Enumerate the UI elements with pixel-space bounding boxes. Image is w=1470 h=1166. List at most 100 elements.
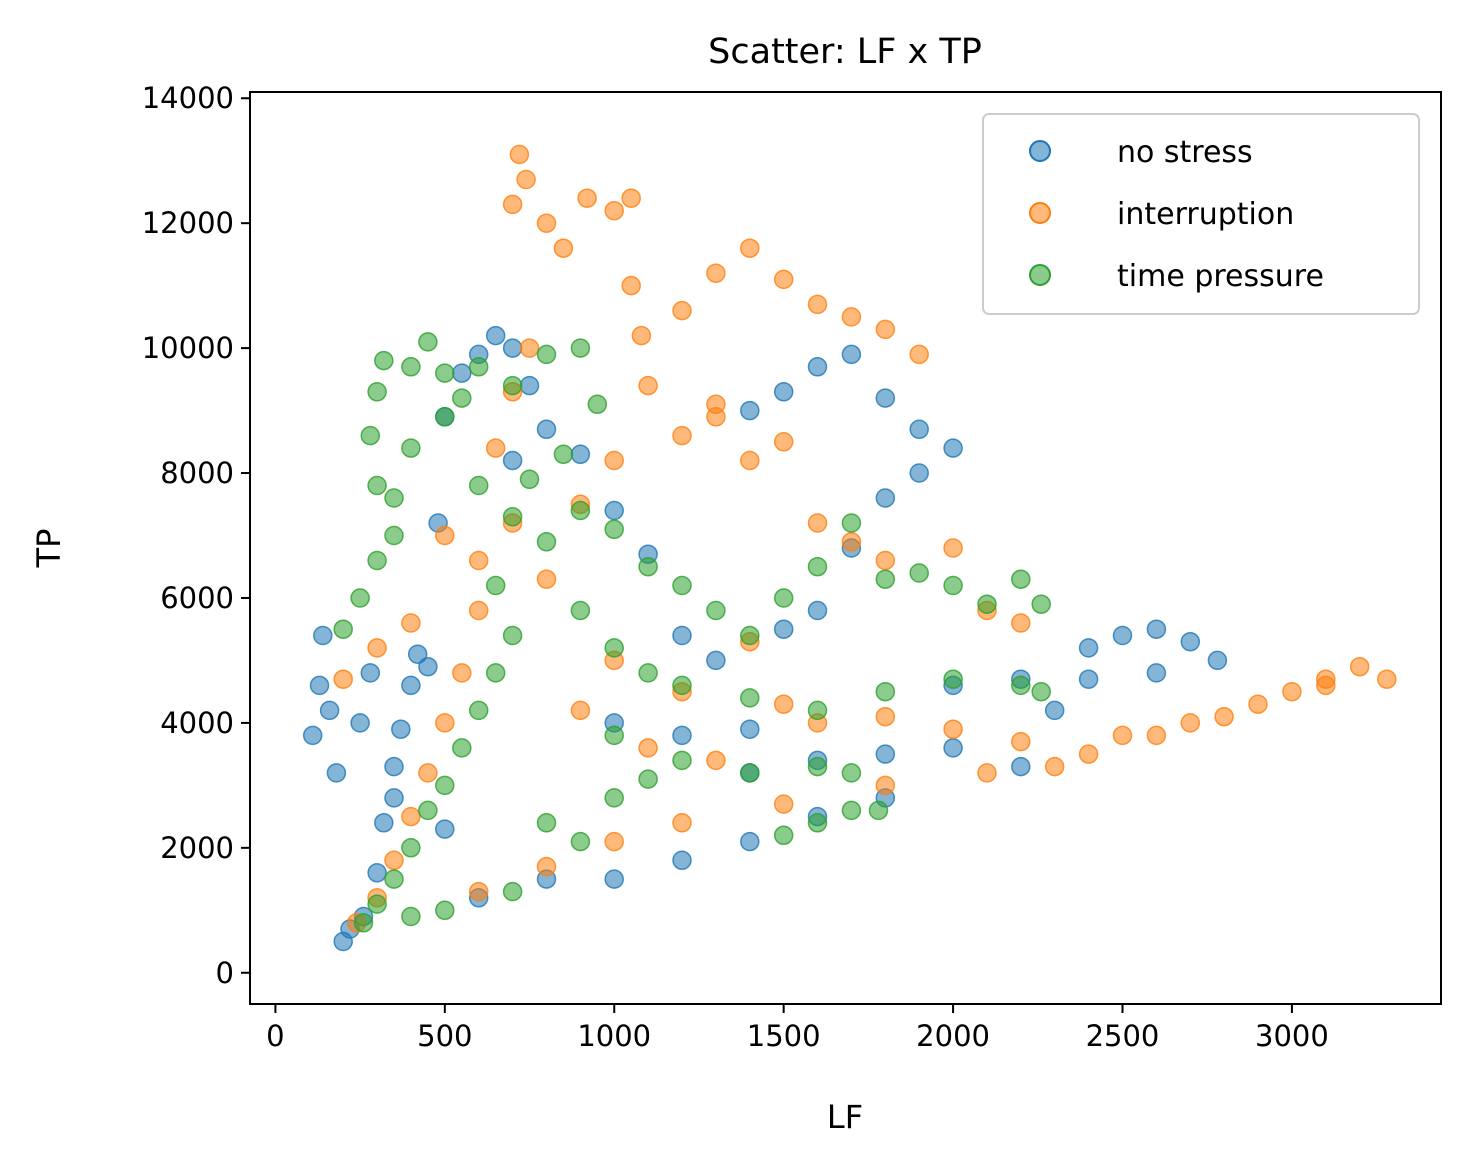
data-point bbox=[333, 669, 353, 689]
data-point bbox=[570, 700, 591, 721]
y-tick-label: 2000 bbox=[160, 831, 234, 865]
data-point bbox=[302, 725, 323, 746]
data-point bbox=[536, 569, 557, 589]
data-point bbox=[485, 663, 506, 683]
data-point bbox=[638, 375, 658, 396]
data-point bbox=[502, 375, 523, 396]
data-point bbox=[604, 450, 624, 471]
data-point bbox=[604, 500, 624, 521]
data-point bbox=[384, 788, 404, 808]
data-point bbox=[485, 438, 506, 458]
data-point bbox=[401, 838, 421, 858]
data-point bbox=[1044, 756, 1065, 777]
data-point bbox=[1180, 631, 1201, 652]
data-point bbox=[353, 913, 374, 933]
legend-label: time pressure bbox=[1117, 259, 1324, 294]
data-point bbox=[943, 538, 963, 558]
legend: no stress interruption time pressure bbox=[982, 113, 1420, 315]
data-point bbox=[570, 338, 591, 358]
data-point bbox=[313, 625, 333, 646]
data-point bbox=[604, 638, 624, 658]
data-point bbox=[485, 575, 506, 596]
x-tick-label: 0 bbox=[266, 1019, 284, 1053]
legend-label: interruption bbox=[1117, 197, 1294, 232]
data-point bbox=[452, 663, 472, 683]
data-point bbox=[374, 350, 394, 371]
data-point bbox=[631, 325, 652, 346]
data-point bbox=[740, 763, 760, 783]
data-point bbox=[502, 625, 523, 646]
data-point bbox=[384, 525, 404, 546]
data-point bbox=[374, 813, 394, 833]
data-point bbox=[773, 694, 794, 714]
data-point bbox=[391, 719, 411, 739]
data-point bbox=[638, 663, 658, 683]
data-point bbox=[773, 269, 794, 290]
data-point bbox=[452, 363, 472, 383]
data-point bbox=[401, 438, 421, 458]
legend-label: no stress bbox=[1117, 135, 1253, 170]
data-point bbox=[502, 450, 523, 471]
data-point bbox=[1011, 613, 1031, 633]
data-point bbox=[516, 169, 536, 190]
data-point bbox=[536, 532, 557, 552]
data-point bbox=[807, 813, 828, 833]
data-point bbox=[401, 357, 421, 377]
data-point bbox=[706, 407, 726, 427]
data-point bbox=[740, 450, 760, 471]
series-2 bbox=[333, 332, 1051, 933]
data-point bbox=[672, 813, 692, 833]
data-point bbox=[1349, 656, 1370, 677]
data-point bbox=[740, 238, 760, 258]
x-axis-label: LF bbox=[827, 1098, 863, 1136]
data-point bbox=[360, 663, 381, 683]
data-point bbox=[672, 725, 692, 746]
data-point bbox=[875, 388, 896, 408]
data-point bbox=[553, 238, 574, 258]
data-point bbox=[587, 394, 608, 415]
data-point bbox=[502, 507, 523, 527]
data-point bbox=[367, 638, 387, 658]
data-point bbox=[604, 725, 624, 746]
data-point bbox=[401, 806, 421, 827]
data-point bbox=[401, 906, 421, 927]
data-point bbox=[604, 519, 624, 540]
y-tick-label: 6000 bbox=[160, 581, 234, 615]
data-point bbox=[740, 719, 760, 739]
data-point bbox=[1011, 731, 1031, 752]
data-point bbox=[452, 388, 472, 408]
data-point bbox=[1112, 625, 1133, 646]
data-point bbox=[1011, 675, 1031, 696]
data-point bbox=[604, 831, 624, 852]
data-point bbox=[1248, 694, 1268, 714]
data-point bbox=[875, 706, 896, 727]
data-point bbox=[841, 532, 862, 552]
data-point bbox=[367, 894, 387, 914]
data-point bbox=[740, 625, 760, 646]
data-point bbox=[1078, 669, 1099, 689]
data-point bbox=[319, 700, 340, 721]
data-point bbox=[706, 600, 726, 621]
y-tick-label: 8000 bbox=[160, 456, 234, 490]
y-axis-label: TP bbox=[30, 529, 68, 569]
data-point bbox=[309, 675, 330, 696]
data-point bbox=[384, 869, 404, 889]
data-point bbox=[773, 588, 794, 608]
data-point bbox=[360, 425, 381, 446]
data-point bbox=[384, 488, 404, 508]
data-point bbox=[807, 700, 828, 721]
data-point bbox=[672, 300, 692, 321]
data-point bbox=[841, 513, 862, 533]
data-point bbox=[401, 613, 421, 633]
data-point bbox=[435, 713, 455, 733]
data-point bbox=[553, 444, 574, 465]
data-point bbox=[367, 475, 387, 496]
data-point bbox=[672, 575, 692, 596]
data-point bbox=[333, 619, 353, 639]
data-point bbox=[943, 575, 963, 596]
data-point bbox=[875, 569, 896, 589]
data-point bbox=[621, 275, 641, 296]
data-point bbox=[875, 681, 896, 702]
points-layer bbox=[302, 144, 1397, 952]
